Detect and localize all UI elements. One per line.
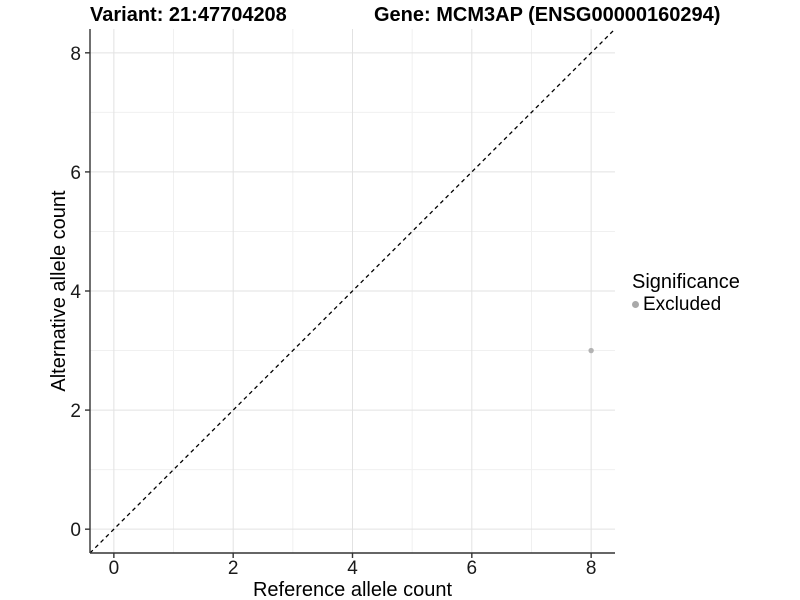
- legend-item-label: Excluded: [643, 294, 722, 315]
- x-tick-label: 2: [228, 558, 239, 579]
- x-tick-label: 8: [586, 558, 597, 579]
- x-tick-label: 4: [347, 558, 358, 579]
- legend-title: Significance: [632, 271, 740, 293]
- legend: Significance Excluded: [632, 271, 740, 315]
- identity-dashed-line: [89, 28, 616, 554]
- x-tick-label: 0: [109, 558, 120, 579]
- legend-point-icon: [632, 301, 639, 308]
- data-point: [588, 347, 594, 354]
- y-tick-label: 6: [70, 163, 81, 184]
- gene-title: Gene: MCM3AP (ENSG00000160294): [374, 4, 721, 26]
- legend-item-excluded: Excluded: [632, 294, 740, 315]
- y-tick-label: 2: [70, 401, 81, 422]
- x-axis-title: Reference allele count: [252, 579, 452, 600]
- x-tick-label: 6: [467, 558, 478, 579]
- y-tick-label: 8: [70, 44, 81, 65]
- y-axis-title: Alternative allele count: [48, 190, 70, 392]
- variant-title: Variant: 21:47704208: [90, 4, 287, 26]
- y-tick-label: 0: [70, 520, 81, 541]
- y-tick-label: 4: [70, 282, 81, 303]
